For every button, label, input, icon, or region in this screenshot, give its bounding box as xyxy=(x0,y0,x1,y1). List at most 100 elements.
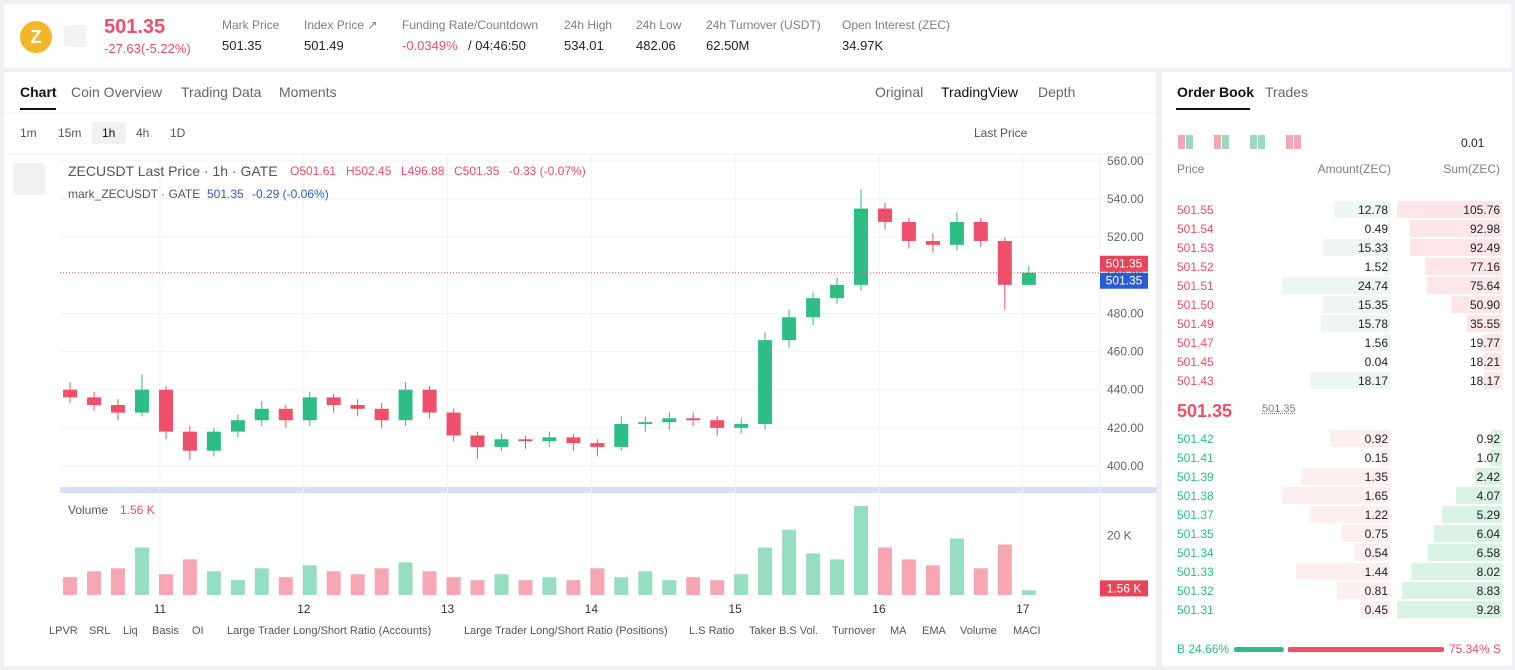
candle-body xyxy=(110,404,125,413)
volume-bar xyxy=(614,577,629,595)
candle-body xyxy=(134,389,149,413)
chart-tab: Trading Data xyxy=(181,84,262,100)
chart-tab: Coin Overview xyxy=(71,84,163,100)
book-price: 501.52 xyxy=(1177,260,1214,274)
volume-value: 1.56 K xyxy=(120,503,155,517)
book-sum: 8.02 xyxy=(1476,565,1500,579)
layout-icon xyxy=(1222,135,1229,149)
candle-body xyxy=(254,408,269,421)
view-tab: Original xyxy=(875,84,924,100)
volume-bar xyxy=(997,544,1012,595)
book-sum: 9.28 xyxy=(1476,603,1500,617)
volume-bar xyxy=(278,577,293,595)
candle-body xyxy=(350,404,365,409)
amount-depth-bar xyxy=(1282,277,1390,294)
candle-body xyxy=(542,437,557,442)
candle-body xyxy=(63,389,78,398)
legend-title: ZECUSDT Last Price · 1h · GATE xyxy=(68,163,278,179)
sell-ratio-bar xyxy=(1287,647,1444,652)
candle-body xyxy=(87,397,102,405)
book-amount: 15.33 xyxy=(1357,241,1388,255)
amount-depth-bar xyxy=(1295,563,1390,580)
book-sum: 50.90 xyxy=(1469,298,1500,312)
stat-value: 534.01 xyxy=(564,38,604,53)
indicator-tab: Taker B.S Vol. xyxy=(749,625,819,637)
favorite-button[interactable] xyxy=(64,25,86,47)
sum-depth-bar xyxy=(1409,220,1502,237)
volume-bar xyxy=(925,565,940,595)
stat-label: Index Price ↗ xyxy=(304,18,378,32)
legend-ohlc: H502.45 xyxy=(346,164,392,178)
volume-tag xyxy=(1100,580,1148,597)
book-price: 501.47 xyxy=(1177,336,1214,350)
book-sum: 1.07 xyxy=(1476,451,1500,465)
amount-depth-bar xyxy=(1340,525,1390,542)
volume-bar xyxy=(350,574,365,595)
layout-icon xyxy=(1294,135,1301,149)
volume-bar xyxy=(542,577,557,595)
book-sum: 19.77 xyxy=(1469,336,1500,350)
candle-body xyxy=(734,424,749,428)
book-price: 501.54 xyxy=(1177,222,1214,236)
book-header: Sum(ZEC) xyxy=(1443,162,1500,176)
book-price: 501.34 xyxy=(1177,546,1214,560)
sum-depth-bar xyxy=(1489,449,1502,466)
stat-value: 482.06 xyxy=(636,38,676,53)
candle-body xyxy=(758,340,773,425)
book-header: Amount(ZEC) xyxy=(1317,162,1391,176)
volume-bar xyxy=(518,580,533,595)
amount-depth-bar xyxy=(1383,258,1390,275)
layout-icon xyxy=(1250,135,1257,149)
interval: 15m xyxy=(58,126,82,140)
amount-depth-bar xyxy=(1383,334,1390,351)
amount-depth-bar xyxy=(1301,468,1390,485)
price-change: -27.63(-5.22%) xyxy=(104,41,191,56)
sum-depth-bar xyxy=(1425,258,1502,275)
amount-depth-bar xyxy=(1329,430,1390,447)
amount-depth-bar xyxy=(1282,487,1390,504)
price-tag-label: 501.35 xyxy=(1106,257,1143,271)
stat-value: 34.97K xyxy=(842,38,884,53)
volume-bar xyxy=(829,559,844,595)
book-price: 501.32 xyxy=(1177,584,1214,598)
volume-bar xyxy=(662,580,677,595)
candle-body xyxy=(853,208,868,285)
candle-body xyxy=(782,317,797,341)
volume-bar xyxy=(758,547,773,595)
candle-body xyxy=(949,221,964,245)
amount-depth-bar xyxy=(1380,449,1390,466)
y-tick-label: 400.00 xyxy=(1107,459,1144,473)
volume-bar xyxy=(302,565,317,595)
book-sum: 0.92 xyxy=(1476,432,1500,446)
interval-active xyxy=(92,122,126,144)
book-sum: 5.29 xyxy=(1476,508,1500,522)
book-amount: 0.15 xyxy=(1364,451,1388,465)
sum-depth-bar xyxy=(1402,582,1502,599)
layout-icon xyxy=(1258,135,1265,149)
indicator-tab: MACI xyxy=(1013,625,1041,637)
volume-bar xyxy=(182,559,197,595)
volume-bar xyxy=(374,568,389,595)
stat-label: Mark Price xyxy=(222,18,280,32)
amount-depth-bar xyxy=(1387,220,1390,237)
book-sum: 18.17 xyxy=(1469,374,1500,388)
x-tick-label: 17 xyxy=(1016,602,1030,616)
volume-bar xyxy=(949,538,964,595)
book-amount: 1.52 xyxy=(1364,260,1388,274)
indicator-tab: Turnover xyxy=(832,625,876,637)
indicator-tab: Large Trader Long/Short Ratio (Positions… xyxy=(464,625,668,637)
volume-bar xyxy=(853,505,868,595)
sum-depth-bar xyxy=(1483,353,1502,370)
volume-bar xyxy=(230,580,245,595)
layout-icon xyxy=(1178,135,1185,149)
book-price: 501.41 xyxy=(1177,451,1214,465)
volume-bar xyxy=(206,571,221,595)
stat-label: 24h Turnover (USDT) xyxy=(706,18,821,32)
crosshair-tool[interactable] xyxy=(13,163,45,195)
x-tick-label: 14 xyxy=(585,602,599,616)
book-sum: 8.83 xyxy=(1476,584,1500,598)
sum-depth-bar xyxy=(1427,544,1502,561)
candle-body xyxy=(278,408,293,421)
